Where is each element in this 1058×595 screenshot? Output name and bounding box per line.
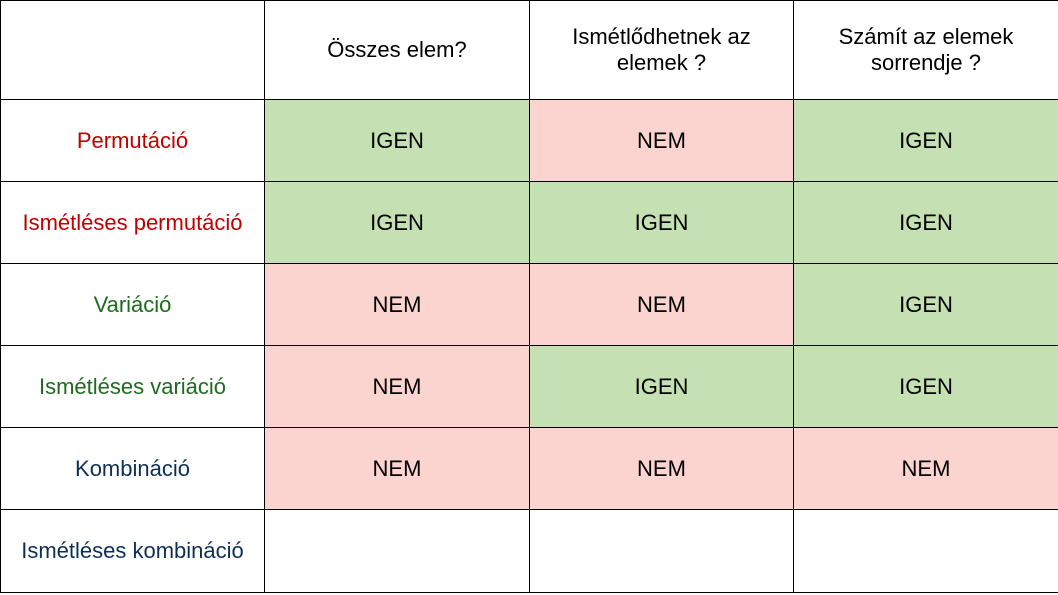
table-cell: NEM [529, 99, 794, 182]
table-row: Variáció NEM NEM IGEN [0, 263, 1058, 346]
table-cell: NEM [264, 345, 530, 428]
row-label: Permutáció [0, 99, 265, 182]
header-repetition: Ismétlődhetnek az elemek ? [529, 0, 794, 100]
header-row: Összes elem? Ismétlődhetnek az elemek ? … [0, 0, 1058, 100]
table-cell: IGEN [793, 263, 1058, 346]
row-label: Ismétléses variáció [0, 345, 265, 428]
table-cell: IGEN [529, 345, 794, 428]
table-cell: IGEN [264, 181, 530, 264]
row-label: Kombináció [0, 427, 265, 510]
table-cell: IGEN [793, 181, 1058, 264]
table-row: Kombináció NEM NEM NEM [0, 427, 1058, 510]
table-cell: NEM [793, 427, 1058, 510]
table-cell [264, 509, 530, 593]
table-row: Ismétléses kombináció [0, 509, 1058, 593]
table-row: Ismétléses permutáció IGEN IGEN IGEN [0, 181, 1058, 264]
table-cell: IGEN [793, 345, 1058, 428]
row-label: Ismétléses kombináció [0, 509, 265, 593]
table-cell: NEM [529, 263, 794, 346]
header-all-elements: Összes elem? [264, 0, 530, 100]
table-row: Ismétléses variáció NEM IGEN IGEN [0, 345, 1058, 428]
table-cell: NEM [264, 263, 530, 346]
table-cell: NEM [529, 427, 794, 510]
header-corner [0, 0, 265, 100]
table-row: Permutáció IGEN NEM IGEN [0, 99, 1058, 182]
row-label: Ismétléses permutáció [0, 181, 265, 264]
table-cell: IGEN [529, 181, 794, 264]
table-cell [529, 509, 794, 593]
table-cell: NEM [264, 427, 530, 510]
table-cell: IGEN [793, 99, 1058, 182]
table-cell [793, 509, 1058, 593]
row-label: Variáció [0, 263, 265, 346]
header-order-matters: Számít az elemek sorrendje ? [793, 0, 1058, 100]
table-cell: IGEN [264, 99, 530, 182]
